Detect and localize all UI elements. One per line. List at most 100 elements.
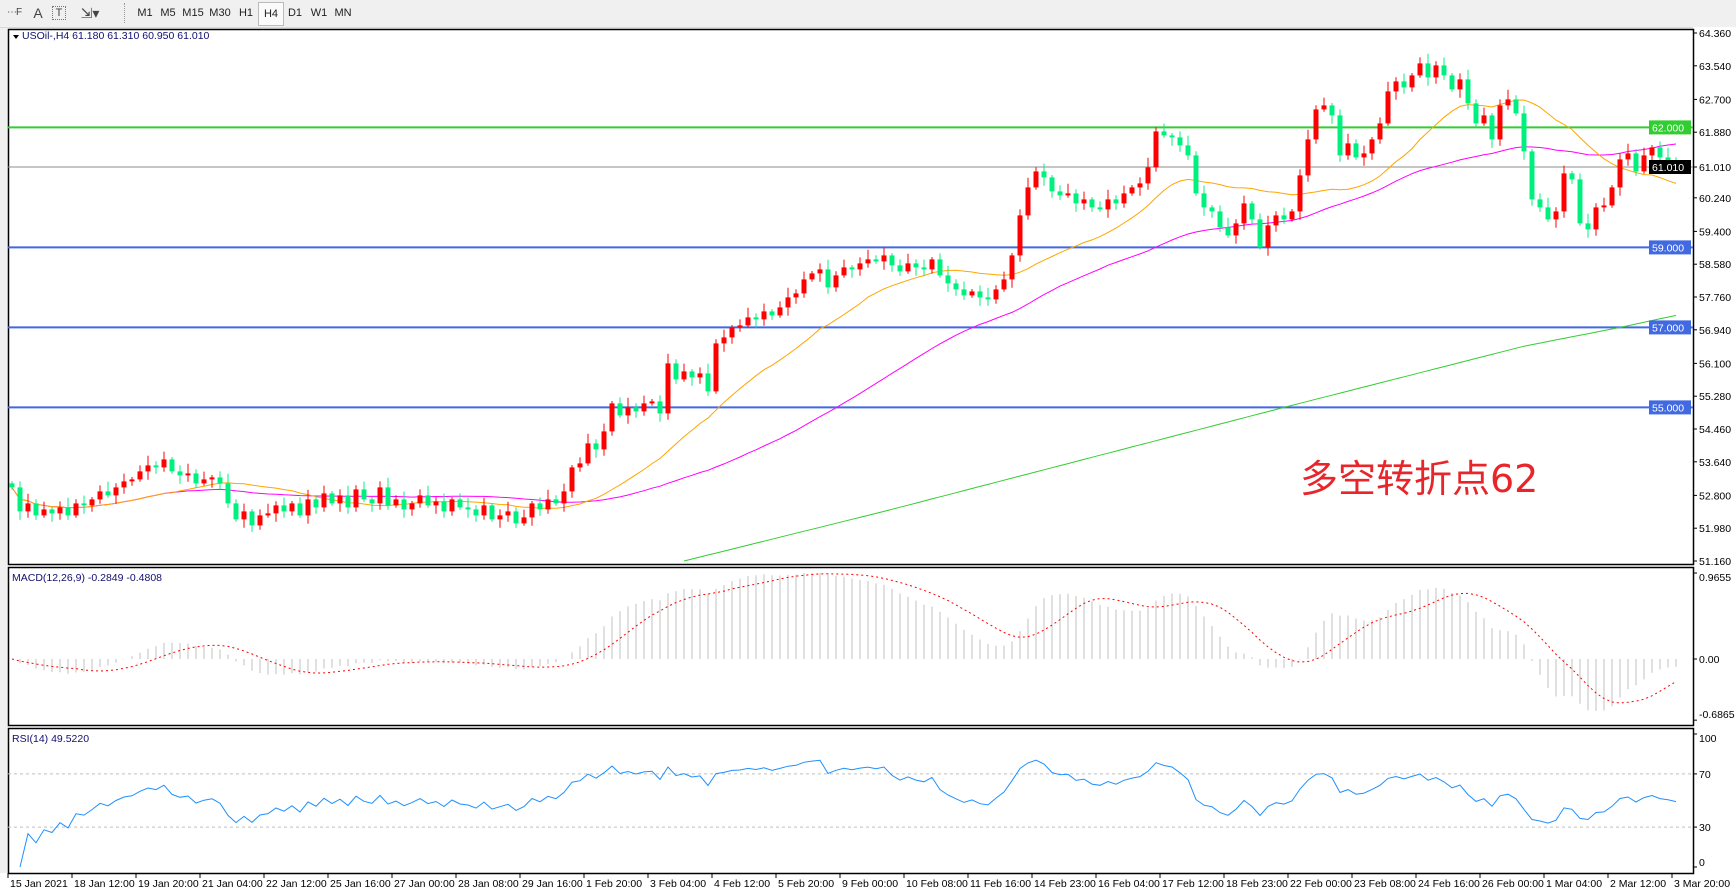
time-axis-background [0,873,1736,893]
candle-bear [921,267,927,270]
candle-bear [1041,171,1047,178]
level-label-bg [1649,400,1691,415]
candle-bear [1217,211,1223,228]
candle-bull [145,465,151,472]
time-tick-label: 22 Feb 00:00 [1290,878,1352,890]
candle-bull [809,273,815,280]
candle-bull [1009,255,1015,280]
timeframe-w1-button[interactable]: W1 [310,7,328,19]
candle-bull [505,511,511,516]
candle-bear [489,505,495,520]
collapse-triangle-icon [13,35,19,39]
candle-bull [777,307,783,316]
candle-bull [713,343,719,392]
candle-bull [545,499,551,510]
candle-bull [201,479,207,484]
level-label-bg [1649,240,1691,255]
candle-bull [1121,193,1127,204]
candle-bull [305,499,311,516]
grid-f-icon[interactable]: ⋯F [6,7,22,18]
ma-mid-line [11,143,1677,509]
candle-bull [481,505,487,516]
timeframe-h1-button[interactable]: H1 [238,7,254,19]
time-tick-label: 26 Feb 00:00 [1482,878,1544,890]
candle-bear [105,491,111,496]
candle-bull [745,317,751,326]
toolbar-separator [124,3,127,23]
candle-bear [233,503,239,520]
candle-bear [1425,63,1431,78]
candle-bull [1377,123,1383,140]
candle-bear [985,297,991,300]
candle-bull [681,371,687,380]
timeframe-mn-button[interactable]: MN [334,7,352,19]
text-label-icon[interactable]: T [52,6,66,20]
time-tick-label: 15 Jan 2021 [10,878,68,890]
candle-bear [1097,207,1103,210]
timeframe-d1-button[interactable]: D1 [287,7,303,19]
candle-bear [913,263,919,268]
candle-bull [161,459,167,468]
candle-bear [249,511,255,526]
candle-bear [593,443,599,450]
candle-bull [801,279,807,294]
timeframe-m5-button[interactable]: M5 [160,7,176,19]
candle-bull [1289,211,1295,220]
level-label: 55.000 [1652,402,1684,414]
candle-bear [689,371,695,378]
candle-bear [633,407,639,412]
candle-bull [89,499,95,506]
plot-background [8,29,1693,873]
timeframe-h4-button[interactable]: H4 [258,2,284,26]
timeframe-m30-button[interactable]: M30 [209,7,231,19]
price-tick-label: 55.280 [1699,391,1731,403]
candle-bear [1185,145,1191,156]
timeframe-m1-button[interactable]: M1 [137,7,153,19]
candle-bear [825,269,831,288]
timeframe-m15-button[interactable]: M15 [182,7,204,19]
candle-bull [1417,63,1423,76]
candle-bear [953,283,959,290]
candle-bull [601,431,607,450]
candle-bull [905,263,911,272]
candle-bear [177,471,183,476]
candle-bear [465,507,471,510]
candle-bull [1017,215,1023,256]
candle-bull [665,363,671,414]
candle-bull [833,275,839,288]
current-price-label-bg [1649,160,1691,174]
candle-bull [1457,79,1463,90]
candle-bull [561,491,567,504]
candle-bear [1473,103,1479,124]
main-pane-label: USOil-,H4 61.180 61.310 60.950 61.010 [22,30,210,42]
arrows-icon[interactable]: ⇲▾ [80,5,100,21]
candle-bull [1617,159,1623,188]
candle-bear [1073,193,1079,204]
candle-bear [281,505,287,512]
candle-bear [425,495,431,506]
rsi-tick-label: 100 [1699,733,1717,745]
level-label-bg [1649,320,1691,335]
price-tick-label: 52.800 [1699,490,1731,502]
candle-bear [1209,207,1215,212]
candle-bear [33,503,39,516]
candle-bull [609,403,615,432]
candle-bear [193,473,199,484]
time-tick-label: 11 Feb 16:00 [970,878,1031,890]
time-tick-label: 2 Mar 12:00 [1610,878,1666,890]
candle-bear [1257,219,1263,248]
time-tick-label: 29 Jan 16:00 [522,878,583,890]
candle-bear [1201,193,1207,208]
candle-bear [169,459,175,472]
time-tick-label: 19 Jan 20:00 [138,878,199,890]
time-tick-label: 10 Feb 08:00 [906,878,968,890]
level-label: 62.000 [1652,122,1684,134]
text-a-icon[interactable]: A [33,5,43,21]
candle-bear [153,465,159,468]
candle-bull [1241,203,1247,224]
candle-bear [1513,99,1519,114]
candle-bear [1049,177,1055,192]
candle-bull [41,509,47,516]
price-tick-label: 56.100 [1699,358,1731,370]
